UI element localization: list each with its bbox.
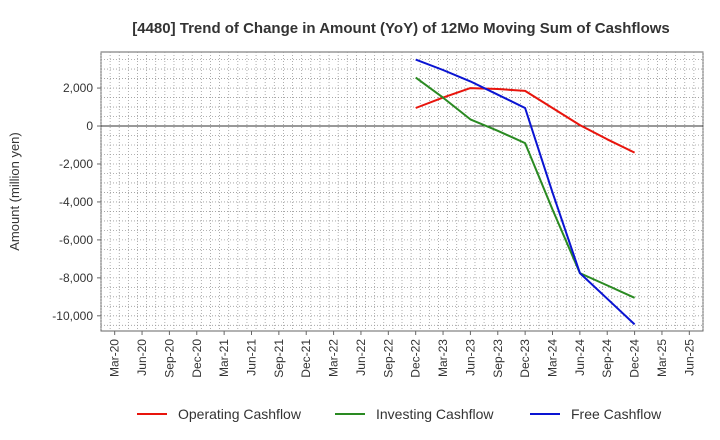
- x-tick-label: Mar-20: [108, 339, 122, 377]
- series-line-investing-cashflow: [415, 76, 636, 299]
- grid: [100, 51, 704, 332]
- y-tick-label: -10,000: [52, 309, 93, 323]
- x-tick-label: Jun-21: [245, 339, 259, 376]
- x-tick-label: Mar-22: [327, 339, 341, 377]
- legend-label: Operating Cashflow: [178, 406, 302, 422]
- x-tick-label: Jun-20: [135, 339, 149, 376]
- y-tick-label: -6,000: [59, 233, 93, 247]
- x-tick-label: Jun-24: [573, 339, 587, 376]
- x-tick-label: Jun-22: [354, 339, 368, 376]
- series-line-operating-cashflow: [415, 87, 636, 154]
- x-tick-label: Jun-25: [682, 339, 696, 376]
- x-tick-label: Sep-24: [600, 339, 614, 378]
- x-tick-label: Mar-24: [546, 339, 560, 377]
- x-tick-label: Dec-24: [628, 339, 642, 378]
- y-tick-label: -4,000: [59, 195, 93, 209]
- x-tick-label: Sep-22: [381, 339, 395, 378]
- y-tick-label: 2,000: [63, 81, 93, 95]
- legend-label: Investing Cashflow: [376, 406, 494, 422]
- x-tick-label: Mar-25: [655, 339, 669, 377]
- y-axis-label: Amount (million yen): [7, 132, 22, 251]
- y-tick-label: -2,000: [59, 157, 93, 171]
- x-tick-label: Jun-23: [463, 339, 477, 376]
- series-line-free-cashflow: [415, 58, 636, 326]
- legend-label: Free Cashflow: [571, 406, 662, 422]
- y-tick-label: 0: [86, 119, 93, 133]
- x-tick-label: Dec-23: [518, 339, 532, 378]
- series: [415, 58, 636, 326]
- x-tick-label: Sep-20: [162, 339, 176, 378]
- legend: Operating Cashflow Investing Cashflow Free…: [137, 406, 662, 422]
- plot-area: [100, 51, 704, 332]
- x-tick-label: Mar-23: [436, 339, 450, 377]
- y-tick-label: -8,000: [59, 271, 93, 285]
- x-tick-label: Dec-21: [299, 339, 313, 378]
- chart-title: [4480] Trend of Change in Amount (YoY) o…: [132, 20, 670, 37]
- x-tick-label: Dec-22: [409, 339, 423, 378]
- x-tick-label: Sep-23: [491, 339, 505, 378]
- x-tick-label: Sep-21: [272, 339, 286, 378]
- x-tick-label: Dec-20: [190, 339, 204, 378]
- x-tick-label: Mar-21: [217, 339, 231, 377]
- axes: 2,000 0 -2,000 -4,000 -6,000 -8,000 -10,000 Mar…: [7, 81, 696, 378]
